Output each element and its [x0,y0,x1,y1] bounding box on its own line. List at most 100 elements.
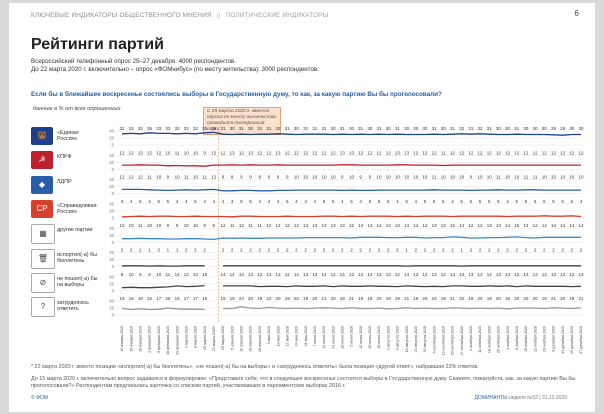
series-0-value-49: 30 [569,126,575,131]
footnote-1: * 22 марта 2020 г. вместо позиции «испор… [31,364,479,370]
series-5-value-23: 2 [332,248,335,253]
series-0-label: «Единая Россия» [57,130,107,142]
x-tick-label-16: 3 мая 2020 [267,326,271,344]
series-7-value-0: 19 [119,296,125,301]
series-4-value-35: 13 [441,223,447,228]
series-5-value-39: 2 [479,248,482,253]
series-0-label-line: «Единая [57,130,79,136]
x-tick-label-12: 5 апреля 2020 [230,326,234,350]
series-2-value-26: 9 [359,175,362,180]
series-3-value-30: 4 [396,199,399,204]
series-1-value-34: 12 [432,150,438,155]
series-3-value-21: 4 [314,199,317,204]
series-1-value-18: 12 [285,150,291,155]
x-tick-label-36: 20 сентября 2020 [451,326,455,355]
series-3-value-41: 5 [497,199,500,204]
series-3-value-19: 4 [295,199,298,204]
x-tick-label-10: 22 марта 2020* [212,325,216,351]
series-5-value-5: 1 [167,248,170,253]
series-6-label-line: на выборы [57,282,85,288]
series-4-value-39: 12 [478,223,484,228]
series-0-value-23: 30 [331,126,337,131]
method-note-1: Всероссийский телефонный опрос 25–27 дек… [31,58,236,65]
series-6-value-37: 14 [459,272,465,277]
series-6-value-49: 12 [569,272,575,277]
series-5-value-31: 1 [405,248,408,253]
series-3-value-6: 4 [176,199,179,204]
series-2-value-31: 10 [404,175,410,180]
series-1-value-1: 12 [129,150,135,155]
series-4-value-27: 14 [367,223,373,228]
series-0-value-37: 32 [459,126,465,131]
series-5-value-12: 2 [231,248,234,253]
series-6-value-34: 13 [432,272,438,277]
series-1-value-43: 12 [514,150,520,155]
series-5-value-46: 2 [543,248,546,253]
x-tick-label-9: 15 марта 2020 [203,326,207,350]
x-tick-label-31: 16 августа 2020 [405,326,409,352]
series-5-value-28: 2 [378,248,381,253]
series-3-value-37: 5 [460,199,463,204]
series-0-value-8: 32 [193,126,199,131]
series-1-value-3: 12 [147,150,153,155]
series-5-value-45: 2 [534,248,537,253]
series-3-tick-label-20: 20 [109,209,114,214]
series-3-value-12: 3 [231,199,234,204]
series-4-value-17: 12 [276,223,282,228]
series-6-value-47: 13 [551,272,557,277]
series-3-label: «Справедливая Россия» [57,203,107,215]
series-3-value-28: 5 [378,199,381,204]
series-5-value-6: 1 [176,248,179,253]
series-7-value-38: 19 [468,296,474,301]
series-5-value-16: 2 [268,248,271,253]
series-7-value-21: 20 [312,296,318,301]
series-6-value-26: 13 [358,272,364,277]
series-0-value-47: 29 [551,126,557,131]
series-7-value-19: 20 [294,296,300,301]
series-5-value-25: 2 [350,248,353,253]
x-tick-label-4: 9 февраля 2020 [157,326,161,353]
series-3-value-25: 5 [350,199,353,204]
series-1-value-15: 12 [257,150,263,155]
series-3-value-5: 5 [167,199,170,204]
x-tick-label-25: 5 июля 2020 [350,326,354,347]
series-2-value-37: 10 [459,175,465,180]
series-5-value-24: 2 [341,248,344,253]
series-6-value-45: 13 [533,272,539,277]
series-2-tick-label-0: 0 [112,191,115,196]
series-4-value-3: 10 [147,223,153,228]
series-2-value-27: 9 [369,175,372,180]
series-6-value-4: 10 [156,272,162,277]
series-6-value-5: 11 [166,272,171,277]
series-3-value-20: 4 [304,199,307,204]
series-3-value-18: 5 [286,199,289,204]
series-1-value-23: 12 [331,150,337,155]
series-1-value-49: 12 [569,150,575,155]
series-1-value-13: 12 [239,150,245,155]
series-2-value-42: 10 [505,175,511,180]
series-0-value-44: 30 [523,126,529,131]
series-2-tick-label-40: 40 [109,177,114,182]
series-5-value-22: 2 [323,248,326,253]
series-4-value-37: 14 [459,223,465,228]
series-4-value-21: 13 [312,223,318,228]
series-1-value-44: 12 [523,150,529,155]
series-4-value-8: 10 [193,223,199,228]
series-3-value-13: 5 [240,199,243,204]
series-3-value-9: 4 [203,199,206,204]
series-3-label-line: Россия» [57,209,78,216]
series-7-tick-label-20: 20 [109,306,114,311]
publication-brand: ДОМИНАНТЫ [474,395,508,401]
series-7-value-27: 19 [367,296,373,301]
series-5-value-41: 2 [497,248,500,253]
series-3-value-36: 4 [451,199,454,204]
series-0-value-43: 31 [514,126,520,131]
x-tick-label-6: 23 февраля 2020 [175,326,179,355]
series-0-value-7: 33 [184,126,190,131]
series-6-value-6: 14 [175,272,181,277]
series-5-value-17: 2 [277,248,280,253]
series-0-value-2: 32 [138,126,144,131]
series-4-value-12: 11 [230,223,235,228]
series-6-value-29: 13 [386,272,392,277]
series-4-tick-label-0: 0 [112,240,115,245]
